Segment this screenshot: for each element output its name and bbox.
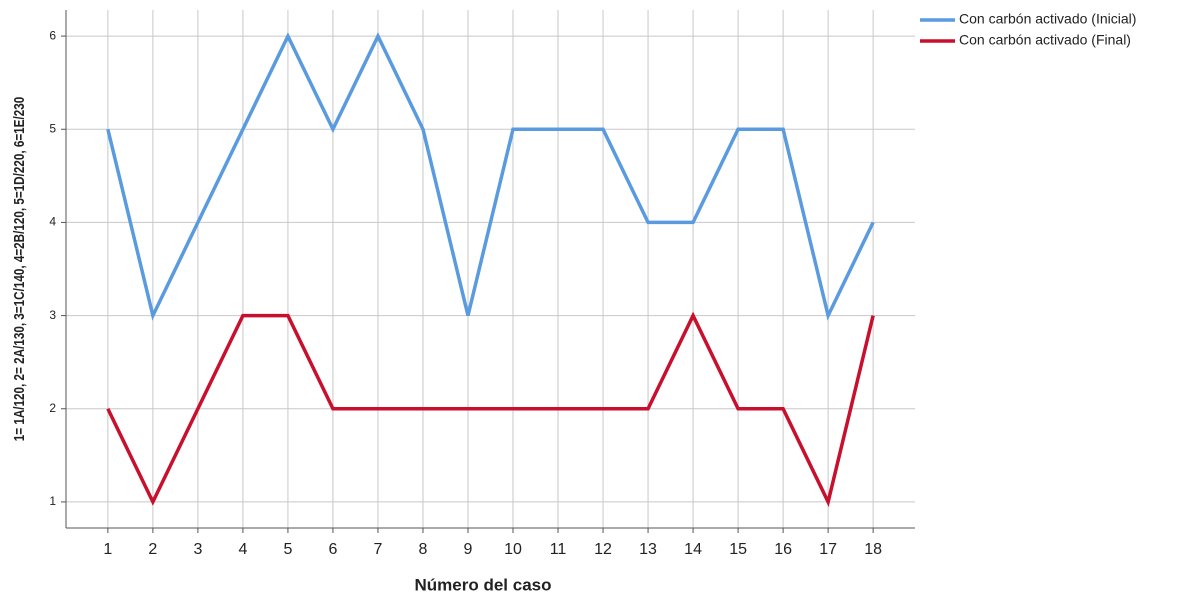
x-tick-label: 15	[729, 541, 747, 558]
legend-label: Con carbón activado (Inicial)	[959, 11, 1136, 27]
x-tick-label: 12	[594, 541, 612, 558]
legend-label: Con carbón activado (Final)	[959, 32, 1131, 48]
line-series	[106, 32, 875, 321]
x-tick-label: 16	[774, 541, 792, 558]
x-tick-label: 4	[238, 541, 247, 558]
x-tick-label: 13	[639, 541, 657, 558]
x-tick-label: 10	[504, 541, 522, 558]
x-tick-label: 9	[464, 541, 473, 558]
x-tick-label: 18	[864, 541, 882, 558]
y-tick-label: 4	[49, 215, 56, 229]
x-tick-label: 11	[550, 541, 567, 558]
x-tick-label: 1	[103, 541, 112, 558]
line-series	[106, 311, 875, 508]
x-tick-label: 7	[374, 541, 383, 558]
y-tick-label: 2	[49, 401, 56, 415]
y-tick-label: 6	[49, 28, 56, 42]
y-tick-label: 1	[49, 494, 56, 508]
y-tick-label: 5	[49, 121, 56, 135]
x-tick-label: 14	[684, 541, 702, 558]
x-tick-label: 3	[193, 541, 202, 558]
x-axis-label: Número del caso	[415, 575, 552, 594]
y-tick-label: 3	[49, 308, 56, 322]
x-tick-label: 6	[328, 541, 337, 558]
x-tick-label: 5	[283, 541, 292, 558]
y-axis-label: 1= 1A/120, 2= 2A/130, 3=1C/140, 4=2B/120…	[11, 97, 28, 441]
x-tick-label: 8	[419, 541, 428, 558]
x-tick-label: 2	[148, 541, 157, 558]
x-tick-label: 17	[819, 541, 837, 558]
